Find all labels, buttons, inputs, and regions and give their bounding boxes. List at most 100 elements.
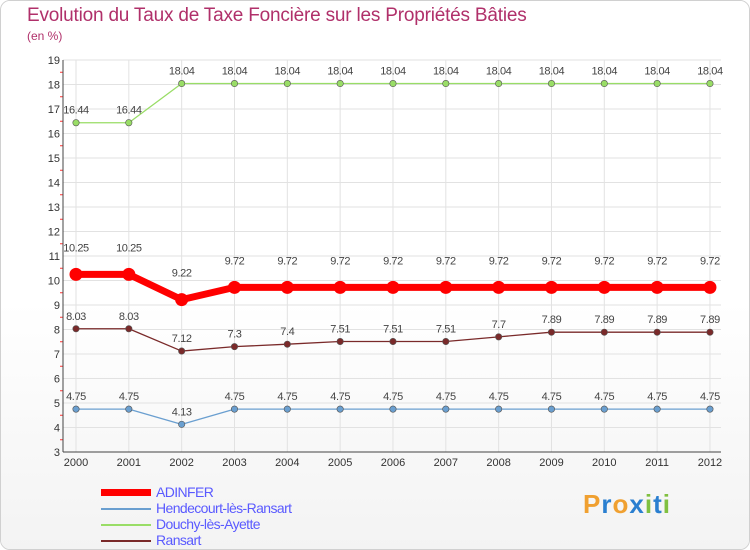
legend-item: Hendecourt-lès-Ransart (101, 500, 401, 517)
data-point (227, 280, 241, 294)
x-tick-label: 2002 (169, 457, 193, 469)
data-label: 9.72 (489, 255, 509, 267)
data-point (178, 347, 186, 355)
logo-letter: o (612, 489, 630, 519)
logo-letter: P (583, 489, 602, 519)
data-label: 18.04 (486, 66, 512, 78)
logo-letter: t (653, 489, 663, 519)
data-point (283, 405, 291, 413)
chart-subtitle: (en %) (27, 29, 63, 43)
data-point (653, 80, 661, 88)
legend: ADINFER Hendecourt-lès-Ransart Douchy-lès-… (101, 484, 401, 549)
data-point (495, 80, 503, 88)
data-point (597, 280, 611, 294)
data-point (175, 293, 189, 307)
data-point (283, 340, 291, 348)
legend-label: Hendecourt-lès-Ransart (156, 500, 292, 516)
y-axis-ticks: 3 4 5 6 7 8 9 10 11 12 13 14 15 16 17 18 19 (48, 55, 60, 459)
legend-label: Ransart (156, 532, 201, 548)
data-point (389, 80, 397, 88)
data-point (442, 338, 450, 346)
x-tick-label: 2004 (275, 457, 299, 469)
data-point (442, 80, 450, 88)
data-label: 4.75 (66, 391, 86, 403)
data-label: 18.04 (644, 66, 670, 78)
data-point (125, 325, 133, 333)
data-label: 4.75 (700, 391, 720, 403)
data-label: 9.72 (542, 255, 562, 267)
y-tick-label: 10 (48, 276, 60, 288)
x-tick-label: 2009 (539, 457, 563, 469)
data-point (706, 80, 714, 88)
data-label: 18.04 (592, 66, 618, 78)
data-label: 10.25 (63, 242, 89, 254)
x-tick-label: 2005 (328, 457, 352, 469)
y-tick-label: 8 (54, 325, 60, 337)
data-label: 4.75 (383, 391, 403, 403)
data-label: 7.12 (172, 333, 192, 345)
x-tick-label: 2010 (592, 457, 616, 469)
data-point (600, 328, 608, 336)
data-label: 7.7 (492, 319, 506, 331)
data-point (72, 405, 80, 413)
y-tick-label: 19 (48, 55, 60, 67)
data-label: 7.4 (280, 326, 294, 338)
data-point (706, 405, 714, 413)
proxiti-logo: Proxiti (583, 489, 671, 520)
data-point (544, 280, 558, 294)
y-tick-label: 11 (49, 251, 60, 263)
data-point (389, 405, 397, 413)
y-tick-label: 6 (54, 374, 60, 386)
data-label: 8.03 (66, 311, 86, 323)
data-point (72, 119, 80, 127)
y-tick-label: 17 (48, 104, 60, 116)
y-tick-label: 16 (48, 129, 60, 141)
data-point (386, 280, 400, 294)
data-point (442, 405, 450, 413)
y-tick-label: 5 (54, 398, 60, 410)
data-point (283, 80, 291, 88)
data-point (336, 338, 344, 346)
series-layer (69, 80, 717, 428)
data-point (125, 405, 133, 413)
data-label: 4.75 (277, 391, 297, 403)
data-point (650, 280, 664, 294)
legend-item: Douchy-lès-Ayette (101, 516, 401, 533)
x-tick-label: 2008 (486, 457, 510, 469)
legend-item: Ransart (101, 532, 401, 549)
data-label: 4.75 (225, 391, 245, 403)
data-label: 9.72 (383, 255, 403, 267)
x-tick-label: 2011 (645, 457, 669, 469)
legend-swatch (101, 508, 151, 510)
data-label: 7.51 (436, 324, 456, 336)
data-point (495, 405, 503, 413)
y-tick-label: 7 (54, 349, 60, 361)
x-tick-label: 2006 (381, 457, 405, 469)
data-point (280, 280, 294, 294)
data-point (230, 405, 238, 413)
data-label: 4.75 (119, 391, 139, 403)
legend-label: ADINFER (156, 484, 214, 500)
y-tick-label: 14 (48, 178, 60, 190)
x-tick-label: 2001 (117, 457, 141, 469)
data-point (230, 343, 238, 351)
data-label: 4.75 (436, 391, 456, 403)
y-tick-label: 4 (54, 423, 60, 435)
y-tick-label: 13 (48, 202, 60, 214)
data-label: 9.72 (277, 255, 297, 267)
data-label: 9.72 (330, 255, 350, 267)
data-label: 7.3 (227, 329, 241, 341)
legend-swatch (101, 489, 151, 496)
data-point (122, 267, 136, 281)
y-tick-label: 3 (54, 447, 60, 459)
data-point (230, 80, 238, 88)
legend-swatch (101, 540, 151, 542)
data-label: 9.72 (225, 255, 245, 267)
data-label: 18.04 (539, 66, 565, 78)
data-point (72, 325, 80, 333)
data-label: 7.89 (542, 314, 562, 326)
data-label: 9.72 (436, 255, 456, 267)
y-tick-label: 15 (48, 153, 60, 165)
legend-label: Douchy-lès-Ayette (156, 516, 261, 532)
